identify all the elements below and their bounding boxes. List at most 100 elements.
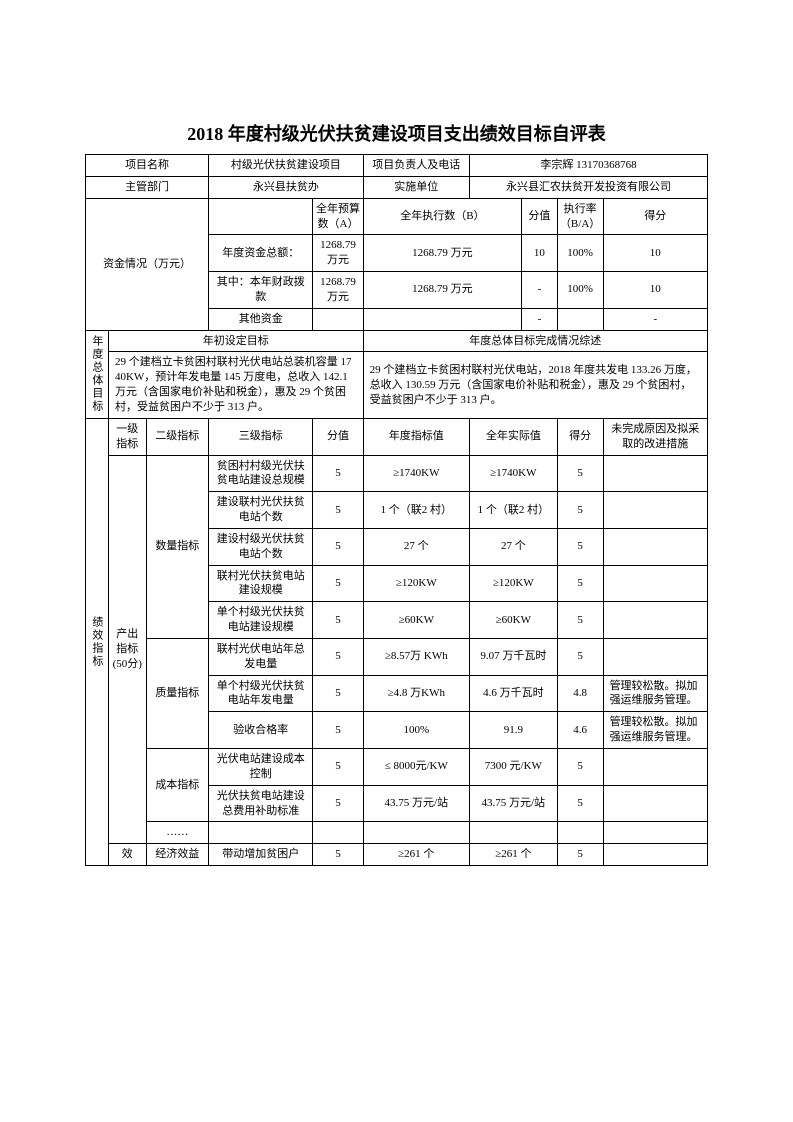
perf-r5-act: 9.07 万千瓦时	[470, 638, 558, 675]
perf-r5-tgt: ≥8.57万 KWh	[363, 638, 469, 675]
perf-r0-l3: 贫困村村级光伏扶贫电站建设总规模	[209, 455, 313, 492]
perf-h7: 得分	[557, 418, 603, 455]
perf-r4-note	[603, 602, 707, 639]
perf-r7-tgt: 100%	[363, 712, 469, 749]
label-perf-side: 绩效指标	[86, 418, 109, 865]
label-project-name: 项目名称	[86, 155, 209, 177]
fund-row2-score: -	[522, 272, 557, 309]
perf-r3-note	[603, 565, 707, 602]
fund-row1-a: 1268.79 万元	[313, 235, 363, 272]
perf-r0-fv: 5	[313, 455, 363, 492]
perf-h2: 二级指标	[146, 418, 209, 455]
perf-r4-tgt: ≥60KW	[363, 602, 469, 639]
value-dept: 永兴县扶贫办	[209, 176, 363, 198]
fund-row3-got: -	[603, 308, 707, 330]
perf-r8-l3: 光伏电站建设成本控制	[209, 749, 313, 786]
perf-r3-got: 5	[557, 565, 603, 602]
perf-h8: 未完成原因及拟采取的改进措施	[603, 418, 707, 455]
blank	[603, 822, 707, 844]
perf-lvl2-qty: 数量指标	[146, 455, 209, 638]
perf-r9-tgt: 43.75 万元/站	[363, 785, 469, 822]
value-project-leader: 李宗辉 13170368768	[470, 155, 708, 177]
perf-lvl1-output: 产出指标(50分)	[108, 455, 146, 844]
perf-r2-fv: 5	[313, 528, 363, 565]
perf-h5: 年度指标值	[363, 418, 469, 455]
label-annual-goal-side: 年度总体目标	[86, 330, 109, 418]
page-title: 2018 年度村级光伏扶贫建设项目支出绩效目标自评表	[85, 120, 708, 146]
perf-r6-l3: 单个村级光伏扶贫电站年发电量	[209, 675, 313, 712]
fund-row1-got: 10	[603, 235, 707, 272]
label-impl-unit: 实施单位	[363, 176, 469, 198]
perf-r9-l3: 光伏扶贫电站建设总费用补助标准	[209, 785, 313, 822]
blank	[470, 822, 558, 844]
blank	[557, 822, 603, 844]
fund-row2-a: 1268.79 万元	[313, 272, 363, 309]
perf-r1-got: 5	[557, 492, 603, 529]
label-project-leader: 项目负责人及电话	[363, 155, 469, 177]
perf-r9-got: 5	[557, 785, 603, 822]
perf-r10-l3: 带动增加贫困户	[209, 844, 313, 866]
perf-r4-got: 5	[557, 602, 603, 639]
fund-row2-got: 10	[603, 272, 707, 309]
perf-r4-l3: 单个村级光伏扶贫电站建设规模	[209, 602, 313, 639]
fund-row3-b	[363, 308, 522, 330]
perf-r3-l3: 联村光伏扶贫电站建设规模	[209, 565, 313, 602]
perf-r3-tgt: ≥120KW	[363, 565, 469, 602]
value-project-name: 村级光伏扶贫建设项目	[209, 155, 363, 177]
perf-h6: 全年实际值	[470, 418, 558, 455]
perf-r7-fv: 5	[313, 712, 363, 749]
perf-r6-act: 4.6 万千瓦时	[470, 675, 558, 712]
perf-r10-fv: 5	[313, 844, 363, 866]
perf-r8-note	[603, 749, 707, 786]
value-impl-unit: 永兴县汇农扶贫开发投资有限公司	[470, 176, 708, 198]
fund-row3-a	[313, 308, 363, 330]
fund-row2-b: 1268.79 万元	[363, 272, 522, 309]
perf-r10-tgt: ≥261 个	[363, 844, 469, 866]
perf-r6-got: 4.8	[557, 675, 603, 712]
fund-row3-name: 其他资金	[209, 308, 313, 330]
perf-r6-fv: 5	[313, 675, 363, 712]
perf-r10-act: ≥261 个	[470, 844, 558, 866]
text-init-goal: 29 个建档立卡贫困村联村光伏电站总装机容量 1740KW，预计年发电量 145…	[108, 352, 363, 418]
fund-row3-rate	[557, 308, 603, 330]
perf-r10-got: 5	[557, 844, 603, 866]
perf-r0-act: ≥1740KW	[470, 455, 558, 492]
perf-r4-fv: 5	[313, 602, 363, 639]
perf-r6-note: 管理较松散。拟加强运维服务管理。	[603, 675, 707, 712]
perf-r2-got: 5	[557, 528, 603, 565]
fund-row2-name: 其中：本年财政拨款	[209, 272, 313, 309]
fund-row1-score: 10	[522, 235, 557, 272]
perf-r7-note: 管理较松散。拟加强运维服务管理。	[603, 712, 707, 749]
perf-r5-note	[603, 638, 707, 675]
blank	[209, 822, 313, 844]
col-rate: 执行率（B/A）	[557, 198, 603, 235]
perf-r2-l3: 建设村级光伏扶贫电站个数	[209, 528, 313, 565]
col-score: 分值	[522, 198, 557, 235]
blank	[209, 198, 313, 235]
blank	[363, 822, 469, 844]
perf-r1-note	[603, 492, 707, 529]
col-got: 得分	[603, 198, 707, 235]
perf-r9-act: 43.75 万元/站	[470, 785, 558, 822]
perf-dots: ……	[146, 822, 209, 844]
evaluation-table: 项目名称 村级光伏扶贫建设项目 项目负责人及电话 李宗辉 13170368768…	[85, 154, 708, 866]
perf-r5-fv: 5	[313, 638, 363, 675]
fund-row1-b: 1268.79 万元	[363, 235, 522, 272]
perf-r9-fv: 5	[313, 785, 363, 822]
perf-r8-got: 5	[557, 749, 603, 786]
perf-r0-got: 5	[557, 455, 603, 492]
perf-r6-tgt: ≥4.8 万KWh	[363, 675, 469, 712]
perf-r8-fv: 5	[313, 749, 363, 786]
perf-r3-act: ≥120KW	[470, 565, 558, 602]
perf-r8-tgt: ≤ 8000元/KW	[363, 749, 469, 786]
perf-r2-act: 27 个	[470, 528, 558, 565]
perf-r2-note	[603, 528, 707, 565]
perf-lvl2-qual: 质量指标	[146, 638, 209, 748]
perf-h1: 一级指标	[108, 418, 146, 455]
perf-r7-l3: 验收合格率	[209, 712, 313, 749]
perf-r7-got: 4.6	[557, 712, 603, 749]
perf-r8-act: 7300 元/KW	[470, 749, 558, 786]
perf-r4-act: ≥60KW	[470, 602, 558, 639]
label-result-goal: 年度总体目标完成情况综述	[363, 330, 707, 352]
perf-r7-act: 91.9	[470, 712, 558, 749]
